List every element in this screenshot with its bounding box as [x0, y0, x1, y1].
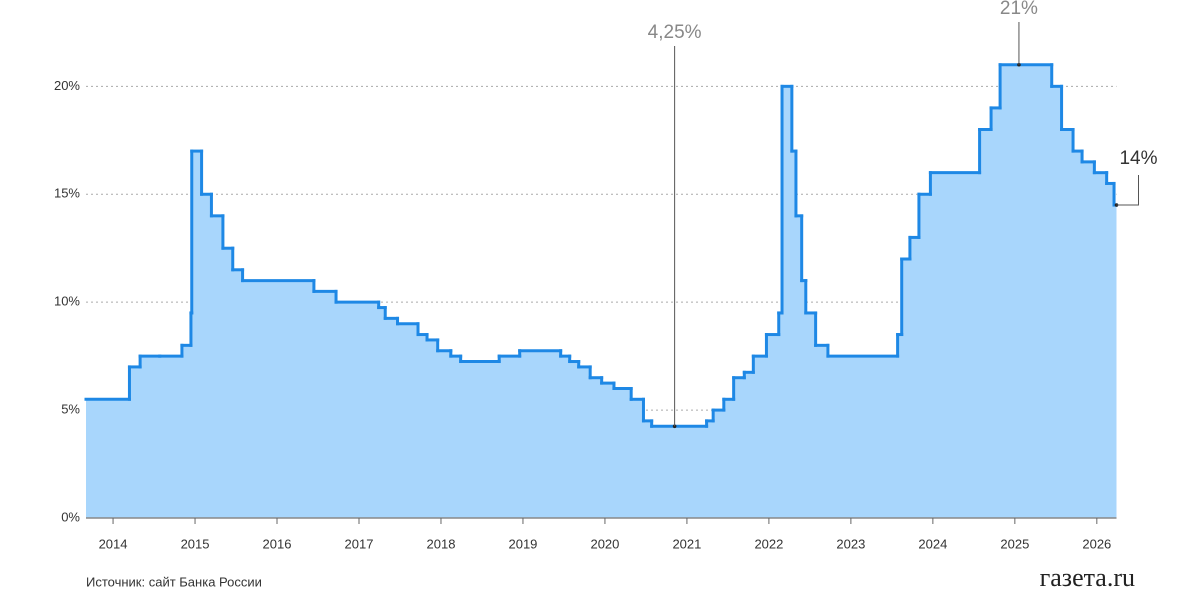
annotation-label: 21%	[1000, 0, 1038, 19]
x-tick-label: 2020	[590, 536, 619, 551]
annotation-label: 14%	[1119, 148, 1157, 169]
x-tick-label: 2023	[836, 536, 865, 551]
y-tick-label: 5%	[61, 402, 80, 417]
logo: газета.ru	[1040, 563, 1135, 592]
x-tick-label: 2021	[672, 536, 701, 551]
source: Источник: сайт Банка России	[86, 574, 262, 589]
x-tick-label: 2015	[181, 536, 210, 551]
annotation-point	[672, 424, 677, 429]
area	[86, 64, 1117, 518]
x-tick-label: 2017	[345, 536, 374, 551]
x-tick-label: 2018	[427, 536, 456, 551]
x-tick-label: 2026	[1082, 536, 1111, 551]
x-tick-label: 2022	[754, 536, 783, 551]
annotation-line	[1116, 175, 1139, 206]
y-tick-label: 20%	[54, 78, 80, 93]
y-tick-label: 0%	[61, 509, 80, 524]
y-tick-label: 15%	[54, 186, 80, 201]
x-tick-label: 2019	[508, 536, 537, 551]
x-tick-label: 2025	[1000, 536, 1029, 551]
x-tick-label: 2024	[918, 536, 947, 551]
x-tick-label: 2014	[99, 536, 128, 551]
y-tick-label: 10%	[54, 294, 80, 309]
x-tick-label: 2016	[263, 536, 292, 551]
annotation-label: 4,25%	[648, 22, 702, 43]
